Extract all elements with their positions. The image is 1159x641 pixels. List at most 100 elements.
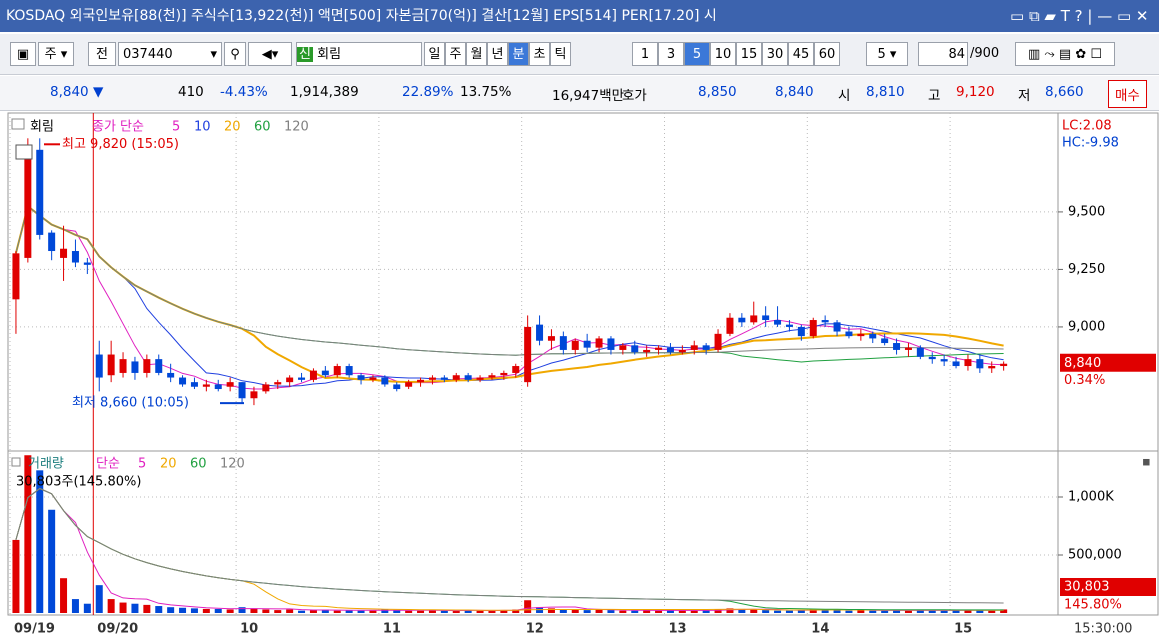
- candle-body: [952, 361, 960, 367]
- volume-bar: [321, 609, 329, 613]
- candle-body: [309, 370, 317, 380]
- icon-button[interactable]: ▣: [10, 42, 36, 66]
- info-row: 8,840 ▼ 410 -4.43% 1,914,389 22.89% 13.7…: [0, 76, 1159, 111]
- x-tick-label: 12: [526, 622, 544, 637]
- ratio-label: 145.80%: [1064, 598, 1122, 613]
- code: 037440: [123, 47, 173, 62]
- high-label: 고: [928, 88, 941, 104]
- volume-bar: [464, 610, 472, 613]
- candle-body: [631, 345, 639, 353]
- toolbar-button[interactable]: 주: [445, 42, 466, 66]
- candle-body: [559, 336, 567, 350]
- prev-button[interactable]: 전: [88, 42, 116, 66]
- candle-body: [774, 320, 782, 325]
- candle-body: [512, 366, 520, 373]
- toolbar-button[interactable]: 초: [529, 42, 550, 66]
- mode-select[interactable]: 주 ▾: [38, 42, 74, 66]
- volume-bar: [119, 602, 127, 613]
- toolbar-button[interactable]: 45: [788, 42, 814, 66]
- volume-bar: [333, 610, 341, 613]
- candle-body: [417, 379, 425, 383]
- volume-bar: [250, 608, 258, 613]
- toolbar-button[interactable]: 60: [814, 42, 840, 66]
- candle-body: [60, 248, 68, 258]
- candle-body: [583, 340, 591, 348]
- volume-bar: [167, 607, 175, 613]
- search-button[interactable]: ⚲: [224, 42, 246, 66]
- high-note: 최고 9,820 (15:05): [62, 137, 179, 152]
- candle-body: [250, 391, 258, 399]
- window-icons[interactable]: ▭ ⧉ ▰ T ? | — ▭ ✕: [1010, 7, 1149, 25]
- toolbar-button[interactable]: 10: [710, 42, 736, 66]
- x-tick-label: 09/20: [97, 622, 138, 637]
- candle-body: [524, 326, 532, 383]
- candle-body: [845, 331, 853, 337]
- toolbar-button[interactable]: 5: [684, 42, 710, 66]
- y-tick-label: 9,000: [1068, 319, 1105, 334]
- volume-bar: [750, 609, 758, 613]
- x-tick-label: 09/19: [14, 622, 55, 637]
- candle-body: [179, 377, 187, 385]
- toolbar-button[interactable]: 분: [508, 42, 529, 66]
- volume-bar: [500, 610, 508, 613]
- sound-button[interactable]: ◀▾: [248, 42, 292, 66]
- volume-bar: [809, 608, 817, 613]
- volume-bar: [238, 607, 246, 613]
- name-box[interactable]: 신 회림: [296, 42, 422, 66]
- bid: 8,840: [775, 84, 814, 100]
- unit-select[interactable]: 5 ▾: [866, 42, 908, 66]
- toolbar-button[interactable]: 년: [487, 42, 508, 66]
- count-input[interactable]: 84: [918, 42, 968, 66]
- x-tick-label: 15: [954, 622, 972, 637]
- toolbar-button[interactable]: 30: [762, 42, 788, 66]
- buy-button[interactable]: 매수: [1108, 80, 1147, 108]
- candle-body: [738, 317, 746, 323]
- open-label: 시: [838, 88, 851, 104]
- volume-bar: [202, 608, 210, 613]
- low-note: 최저 8,660 (10:05): [72, 396, 189, 411]
- toolbar-button[interactable]: 틱: [550, 42, 571, 66]
- volume-bar: [95, 585, 103, 613]
- mode: 주: [44, 47, 57, 62]
- toolbar-button[interactable]: 15: [736, 42, 762, 66]
- candle-body: [904, 347, 912, 350]
- volume-bar: [83, 603, 91, 613]
- volume-bar: [976, 610, 984, 613]
- toolbar-button[interactable]: 월: [466, 42, 487, 66]
- last-volume-box: [1060, 578, 1156, 596]
- toolbar: ▣ 주 ▾ 전 037440 ▾ ⚲ ◀▾ 신 회림 일 주 월 년 분 초 틱 1 3 5 10 15…: [0, 34, 1159, 75]
- tool-icons[interactable]: ▥ ⤳ ▤ ✿ ☐: [1015, 42, 1115, 66]
- y-tick-label: 1,000K: [1068, 490, 1114, 505]
- candle-body: [833, 322, 841, 332]
- volume-bar: [928, 610, 936, 613]
- ma-line: [15, 205, 1004, 356]
- toolbar-button[interactable]: 일: [424, 42, 445, 66]
- frame: [7, 112, 1159, 616]
- candle-body: [202, 384, 210, 387]
- volume-bar: [286, 609, 294, 613]
- volume-bar: [24, 455, 32, 613]
- volume-bar: [893, 610, 901, 613]
- toolbar-button[interactable]: 1: [632, 42, 658, 66]
- volume-bar: [393, 610, 401, 613]
- candle-body: [393, 384, 401, 390]
- volume-bar: [274, 610, 282, 613]
- x-tick-label: 13: [669, 622, 687, 637]
- volume-bar: [60, 578, 68, 613]
- code-input[interactable]: 037440 ▾: [118, 42, 222, 66]
- candle-body: [964, 359, 972, 367]
- quote-label: 호가: [622, 88, 647, 104]
- toolbar-button[interactable]: 3: [658, 42, 684, 66]
- candle-body: [71, 251, 79, 263]
- candle-body: [95, 354, 103, 378]
- candle-body: [167, 372, 175, 378]
- candle-body: [381, 377, 389, 385]
- volume-bar: [631, 610, 639, 613]
- volume-bar: [524, 600, 532, 613]
- ma-line: [15, 487, 1004, 604]
- amount: 16,947백만: [552, 88, 625, 104]
- high: 9,120: [956, 84, 995, 100]
- volume-note: 30,803주(145.80%): [16, 475, 141, 490]
- legend-label: 종가 단순: [92, 120, 144, 135]
